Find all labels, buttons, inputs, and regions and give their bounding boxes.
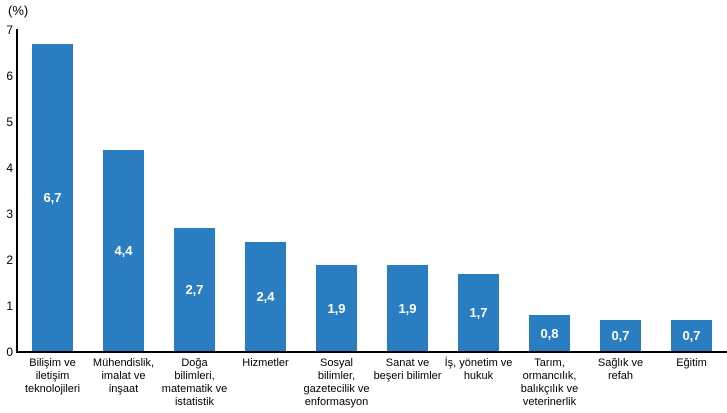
bar-value-label: 1,7 bbox=[469, 305, 488, 321]
y-axis-tick-label: 5 bbox=[6, 114, 13, 129]
x-axis-category-label-line: Eğitim bbox=[676, 357, 707, 369]
bar: 4,4 bbox=[103, 149, 144, 352]
x-axis-line bbox=[16, 351, 727, 353]
y-axis-tick-label: 1 bbox=[6, 298, 13, 313]
bar: 0,7 bbox=[671, 319, 712, 352]
x-axis-category-label-line: Sanat ve bbox=[385, 357, 430, 369]
x-axis-category-label-line: Sağlık ve bbox=[597, 357, 644, 369]
x-axis-category-label-line: iletişim bbox=[35, 370, 70, 382]
x-axis-category-label-line: İş, yönetim ve bbox=[444, 357, 513, 369]
x-axis-category-label: Sosyal bilimler, gazetecilik ve enformasyon bbox=[301, 357, 372, 409]
x-axis-category-label-line: Doğa bilimleri, bbox=[174, 357, 215, 382]
x-axis-category-label: Sanat ve beşeri bilimler bbox=[372, 357, 443, 409]
bar-value-label: 6,7 bbox=[43, 190, 62, 206]
x-axis-category-label: İş, yönetim ve hukuk bbox=[443, 357, 514, 409]
bar-column: 0,7 bbox=[656, 30, 727, 352]
x-axis-category-labels: Bilişim ve iletişim teknolojileri Mühendisl… bbox=[17, 357, 727, 409]
x-axis-category-label-line: balıkçılık ve bbox=[520, 383, 579, 395]
x-axis-category-label-line: Tarım, bbox=[534, 357, 565, 369]
y-axis-tick-label: 2 bbox=[6, 252, 13, 267]
x-axis-category-label: Hizmetler bbox=[230, 357, 301, 409]
x-axis-category-label-line: enformasyon bbox=[304, 396, 369, 408]
bar-value-label: 1,9 bbox=[398, 300, 417, 316]
x-axis-category-label: Doğa bilimleri, matematik ve istatistik bbox=[159, 357, 230, 409]
x-axis-category-label-line: inşaat bbox=[108, 383, 139, 395]
x-axis-category-label: Eğitim bbox=[656, 357, 727, 409]
x-axis-category-label-line: gazetecilik ve bbox=[303, 383, 370, 395]
bar-column: 6,7 bbox=[17, 30, 88, 352]
x-axis-category-label: Mühendislik, imalat ve inşaat bbox=[88, 357, 159, 409]
y-axis-tick-label: 4 bbox=[6, 160, 13, 175]
bar-value-label: 4,4 bbox=[114, 243, 133, 259]
bar: 2,4 bbox=[245, 241, 286, 352]
bar-column: 1,9 bbox=[372, 30, 443, 352]
bar-column: 4,4 bbox=[88, 30, 159, 352]
x-axis-category-label-line: Sosyal bbox=[319, 357, 354, 369]
bar-value-label: 1,9 bbox=[327, 300, 346, 316]
x-axis-category-label-line: beşeri bilimler bbox=[373, 370, 442, 382]
x-axis-category-label-line: Hizmetler bbox=[242, 357, 289, 369]
x-axis-category-label: Bilişim ve iletişim teknolojileri bbox=[17, 357, 88, 409]
x-axis-category-label: Tarım, ormancılık, balıkçılık ve veterinerl… bbox=[514, 357, 585, 409]
bar-column: 1,7 bbox=[443, 30, 514, 352]
bar: 2,7 bbox=[174, 227, 215, 352]
x-axis-category-label-line: Mühendislik, bbox=[92, 357, 155, 369]
bar: 6,7 bbox=[32, 43, 73, 352]
x-axis-category-label: Sağlık ve refah bbox=[585, 357, 656, 409]
x-axis-category-label-line: hukuk bbox=[463, 370, 494, 382]
x-axis-category-label-line: ormancılık, bbox=[522, 370, 577, 382]
x-axis-category-label-line: teknolojileri bbox=[24, 383, 81, 395]
bar: 1,9 bbox=[316, 264, 357, 352]
y-axis-tick-label: 0 bbox=[6, 344, 13, 359]
y-axis-tick-label: 3 bbox=[6, 206, 13, 221]
bar-value-label: 0,7 bbox=[611, 328, 630, 344]
y-axis-line bbox=[16, 29, 18, 352]
plot-area: 6,7 4,4 2,7 2,4 1,9 1,9 1,7 0,8 0,7 0,7 bbox=[17, 30, 727, 352]
bar-column: 2,4 bbox=[230, 30, 301, 352]
x-axis-category-label-line: imalat ve bbox=[101, 370, 146, 382]
bar: 0,7 bbox=[600, 319, 641, 352]
bar-value-label: 2,7 bbox=[185, 282, 204, 298]
y-axis-unit-label: (%) bbox=[8, 3, 29, 18]
y-axis-tick-label: 6 bbox=[6, 68, 13, 83]
bar-column: 2,7 bbox=[159, 30, 230, 352]
bar-value-label: 0,8 bbox=[540, 326, 559, 342]
bar-column: 0,8 bbox=[514, 30, 585, 352]
bar-column: 0,7 bbox=[585, 30, 656, 352]
x-axis-category-label-line: matematik ve bbox=[161, 383, 228, 395]
x-axis-category-label-line: veterinerlik bbox=[522, 396, 577, 408]
x-axis-category-label-line: Bilişim ve bbox=[29, 357, 76, 369]
bar: 1,9 bbox=[387, 264, 428, 352]
x-axis-category-label-line: refah bbox=[607, 370, 634, 382]
bar-value-label: 0,7 bbox=[682, 328, 701, 344]
x-axis-category-label-line: istatistik bbox=[174, 396, 215, 408]
bar: 1,7 bbox=[458, 273, 499, 352]
bar-column: 1,9 bbox=[301, 30, 372, 352]
y-axis-tick-label: 7 bbox=[6, 22, 13, 37]
bar: 0,8 bbox=[529, 315, 570, 352]
bar-value-label: 2,4 bbox=[256, 289, 275, 305]
x-axis-category-label-line: bilimler, bbox=[317, 370, 356, 382]
